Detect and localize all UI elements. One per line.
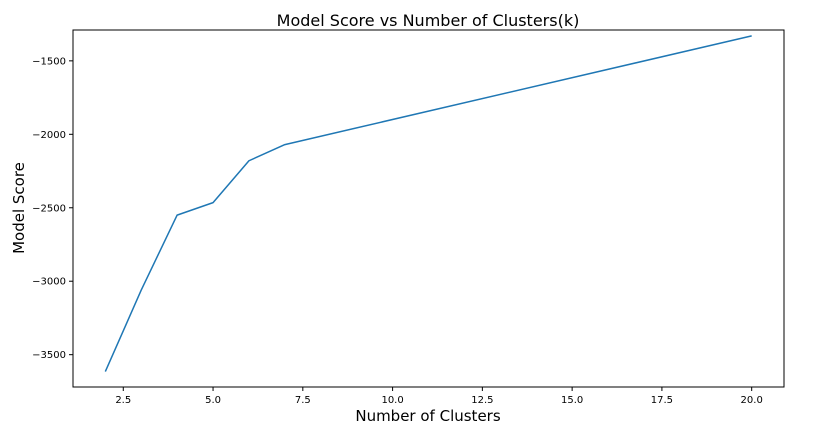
y-tick-label: −2500	[32, 203, 66, 214]
plot-area: 2.5 5.0 7.5 10.0 12.5 15.0 17.5 20.0 −3500 −3000…	[32, 29, 785, 406]
y-tick-label: −1500	[32, 56, 66, 67]
y-tick-label: −3500	[32, 350, 66, 361]
y-axis: −3500 −3000 −2500 −2000 −1500	[32, 56, 73, 361]
x-tick-label: 2.5	[115, 395, 131, 406]
y-tick-label: −3000	[32, 277, 66, 288]
chart-title: Model Score vs Number of Clusters(k)	[277, 11, 580, 30]
x-tick-label: 5.0	[205, 395, 221, 406]
x-tick-label: 17.5	[651, 395, 673, 406]
x-tick-label: 20.0	[741, 395, 763, 406]
x-tick-label: 7.5	[295, 395, 311, 406]
x-tick-label: 15.0	[561, 395, 583, 406]
y-tick-label: −2000	[32, 130, 66, 141]
x-axis: 2.5 5.0 7.5 10.0 12.5 15.0 17.5 20.0	[115, 387, 763, 406]
series-line	[104, 35, 752, 372]
series-layer	[104, 35, 752, 372]
x-axis-label: Number of Clusters	[355, 407, 500, 425]
x-tick-label: 12.5	[471, 395, 493, 406]
plot-frame	[72, 29, 785, 388]
x-tick-label: 10.0	[381, 395, 403, 406]
y-axis-label: Model Score	[10, 162, 28, 254]
